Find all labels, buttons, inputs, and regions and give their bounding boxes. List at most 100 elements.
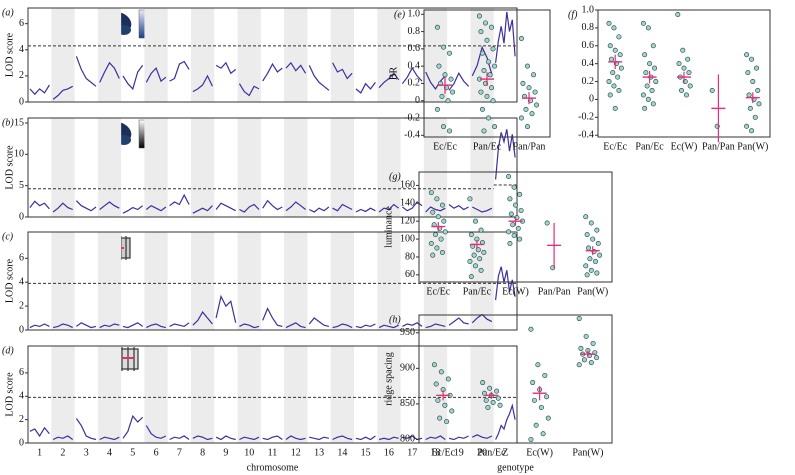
lod-curve <box>146 323 167 329</box>
data-point <box>755 87 761 93</box>
y-tick-label: 0.2 <box>582 76 595 87</box>
y-tick-label: 0 <box>19 211 24 222</box>
lod-curve <box>495 11 516 63</box>
data-point <box>584 232 590 238</box>
chromosome-band <box>377 232 401 330</box>
x-tick-label: 15 <box>361 447 371 458</box>
y-tick-label: 4 <box>19 276 24 287</box>
y-tick-label: 0 <box>19 96 24 107</box>
data-point <box>594 270 600 276</box>
data-point <box>542 372 548 378</box>
data-point <box>518 207 524 213</box>
lod-curve <box>52 323 73 329</box>
lod-curve <box>215 294 237 323</box>
y-tick-label: 15 <box>14 117 24 128</box>
data-point <box>592 258 598 264</box>
data-point <box>507 241 513 247</box>
data-point <box>588 360 594 366</box>
x-tick-label: 7 <box>177 447 182 458</box>
data-point <box>612 47 618 53</box>
plot-frame <box>597 9 771 138</box>
data-point <box>495 395 501 401</box>
data-point <box>679 87 685 93</box>
data-point <box>642 105 648 111</box>
data-point <box>610 70 616 76</box>
data-point <box>435 397 441 403</box>
data-point <box>489 85 495 91</box>
panel-label: (e) <box>394 9 406 20</box>
y-tick-label: 5 <box>19 180 24 191</box>
data-point <box>649 87 655 93</box>
y-tick-label: 6 <box>19 253 24 264</box>
chromosome-band <box>144 346 168 443</box>
data-point <box>616 34 622 40</box>
data-point <box>594 355 600 361</box>
y-axis-label: luminance <box>383 206 394 248</box>
x-tick-label: 8 <box>200 447 205 458</box>
data-point <box>640 20 646 26</box>
plot-frame <box>27 345 518 444</box>
data-point <box>583 263 589 269</box>
data-point <box>533 422 539 428</box>
data-point <box>442 229 448 235</box>
lod-curve <box>425 323 446 329</box>
lod-curve <box>145 204 167 212</box>
chromosome-band <box>284 346 308 443</box>
chromosome-band <box>470 118 494 217</box>
x-tick-label: Pan/Ec <box>473 141 502 152</box>
lod-curve <box>355 82 376 94</box>
data-point <box>439 93 445 99</box>
y-tick-label: 4 <box>19 44 24 55</box>
x-tick-label: 18 <box>431 447 441 458</box>
y-tick-label: 120 <box>400 215 415 226</box>
data-point <box>434 24 440 30</box>
data-point <box>652 65 658 71</box>
data-point <box>473 263 479 269</box>
data-point <box>447 128 453 134</box>
x-tick-label: 9 <box>223 447 228 458</box>
data-point <box>590 236 596 242</box>
x-tick-label: Ec/Ec <box>426 286 450 297</box>
lod-curve <box>309 436 330 441</box>
data-point <box>597 252 603 258</box>
data-point <box>431 362 437 368</box>
data-point <box>471 252 477 258</box>
data-point <box>445 376 451 382</box>
chromosome-band <box>330 118 354 217</box>
lod-curve <box>75 56 97 87</box>
lod-curve <box>169 60 190 82</box>
data-point <box>447 50 453 56</box>
panel-label: (c) <box>2 231 14 242</box>
x-tick-label: Ec(W) <box>502 286 529 297</box>
chromosome-band <box>423 8 448 102</box>
plot-frame <box>423 9 551 138</box>
data-point <box>492 124 498 130</box>
data-point <box>478 227 484 233</box>
data-point <box>428 190 434 196</box>
lod-curve <box>52 435 74 441</box>
data-point <box>444 419 450 425</box>
data-point <box>467 258 473 264</box>
data-point <box>512 202 518 208</box>
x-tick-label: 14 <box>337 447 347 458</box>
data-point <box>506 229 512 235</box>
x-tick-label: 6 <box>154 447 159 458</box>
y-tick-label: 0.2 <box>408 78 421 89</box>
chromosome-band <box>330 232 354 330</box>
lod-curve <box>239 436 260 441</box>
data-point <box>752 114 758 120</box>
plot-frame <box>418 314 613 444</box>
data-point <box>578 345 584 351</box>
data-point <box>611 25 617 31</box>
data-point <box>520 80 526 86</box>
data-point <box>467 196 473 202</box>
x-tick-label: Ec/Ec <box>431 447 455 458</box>
y-axis-label: ridge spacing <box>383 352 394 406</box>
data-point <box>477 256 483 262</box>
y-tick-label: 800 <box>400 434 415 445</box>
data-point <box>434 196 440 202</box>
data-point <box>433 232 439 238</box>
data-point <box>478 267 484 273</box>
data-point <box>433 381 439 387</box>
y-tick-label: 2 <box>19 70 24 81</box>
